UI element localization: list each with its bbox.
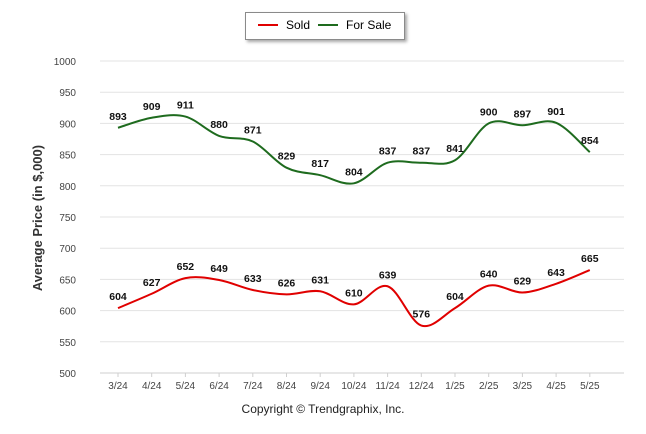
legend-label-for-sale: For Sale [346,18,392,32]
data-label-for-sale: 871 [244,124,262,136]
x-tick-label: 5/24 [176,381,196,392]
data-label-for-sale: 901 [547,106,565,118]
y-tick-label: 550 [59,338,76,349]
y-tick-label: 600 [59,307,76,318]
y-tick-label: 950 [59,88,76,99]
series-line-for-sale [117,114,591,185]
data-label-for-sale: 829 [278,151,296,163]
legend-label-sold: Sold [286,18,311,32]
x-tick-label: 6/24 [209,381,229,392]
grid-lines [100,60,624,374]
y-tick-label: 700 [59,244,76,255]
y-tick-label: 850 [59,151,76,162]
y-axis-ticks: 500 550 600 650 700 750 800 850 900 950 1000 [54,57,77,380]
series-lines [117,114,591,328]
data-label-sold: 633 [244,273,262,285]
data-label-sold: 643 [547,267,565,279]
data-label-sold: 649 [210,263,228,275]
legend: Sold For Sale [245,12,405,40]
y-axis-label: Average Price (in $,000) [30,145,45,291]
x-tick-label: 4/24 [142,381,162,392]
y-tick-label: 900 [59,119,76,130]
series-line-sold [117,269,591,328]
legend-item-for-sale[interactable]: For Sale [318,18,391,32]
x-tick-label: 4/25 [546,381,566,392]
x-tick-label: 3/24 [108,381,128,392]
data-label-sold: 604 [446,291,464,303]
data-label-sold: 627 [143,277,161,289]
data-label-for-sale: 837 [379,146,397,158]
data-label-sold: 629 [514,276,532,288]
data-label-sold: 631 [311,274,329,286]
data-label-for-sale: 837 [413,146,431,158]
data-label-sold: 665 [581,253,599,265]
x-tick-label: 3/25 [513,381,533,392]
data-label-for-sale: 817 [311,158,329,170]
data-label-for-sale: 909 [143,101,161,113]
data-label-sold: 604 [109,291,127,303]
data-label-for-sale: 841 [446,143,464,155]
data-label-sold: 610 [345,287,363,299]
x-tick-label: 10/24 [341,381,366,392]
y-tick-label: 1000 [54,57,77,68]
data-label-sold: 640 [480,269,498,281]
legend-item-sold[interactable]: Sold [258,18,310,32]
data-label-sold: 576 [413,309,431,321]
data-labels: 604 627 652 649 633 626 631 610 639 576 604 640 629 6… [109,100,598,321]
x-tick-label: 11/24 [375,381,400,392]
y-tick-label: 650 [59,275,76,286]
data-label-for-sale: 854 [581,135,599,147]
x-axis-ticks: 3/24 4/24 5/24 6/24 7/24 8/24 9/24 10/24 11/24 12… [108,373,600,392]
x-tick-label: 7/24 [243,381,263,392]
legend-swatch-sold [258,24,278,26]
legend-swatch-for-sale [318,24,338,26]
x-tick-label: 2/25 [479,381,499,392]
data-label-for-sale: 897 [514,108,532,120]
data-label-for-sale: 911 [177,100,194,112]
x-tick-label: 1/25 [445,381,465,392]
x-tick-label: 8/24 [277,381,297,392]
data-label-sold: 639 [379,269,397,281]
copyright-text: Copyright © Trendgraphix, Inc. [241,402,405,416]
data-label-for-sale: 893 [109,111,127,123]
y-tick-label: 800 [59,182,76,193]
data-label-sold: 652 [177,261,195,273]
data-label-sold: 626 [278,277,296,289]
x-tick-label: 9/24 [310,381,330,392]
data-label-for-sale: 880 [210,119,228,131]
data-label-for-sale: 900 [480,106,498,118]
x-tick-label: 5/25 [580,381,600,392]
y-tick-label: 500 [59,369,76,380]
x-tick-label: 12/24 [409,381,434,392]
data-label-for-sale: 804 [345,166,363,178]
y-tick-label: 750 [59,213,76,224]
